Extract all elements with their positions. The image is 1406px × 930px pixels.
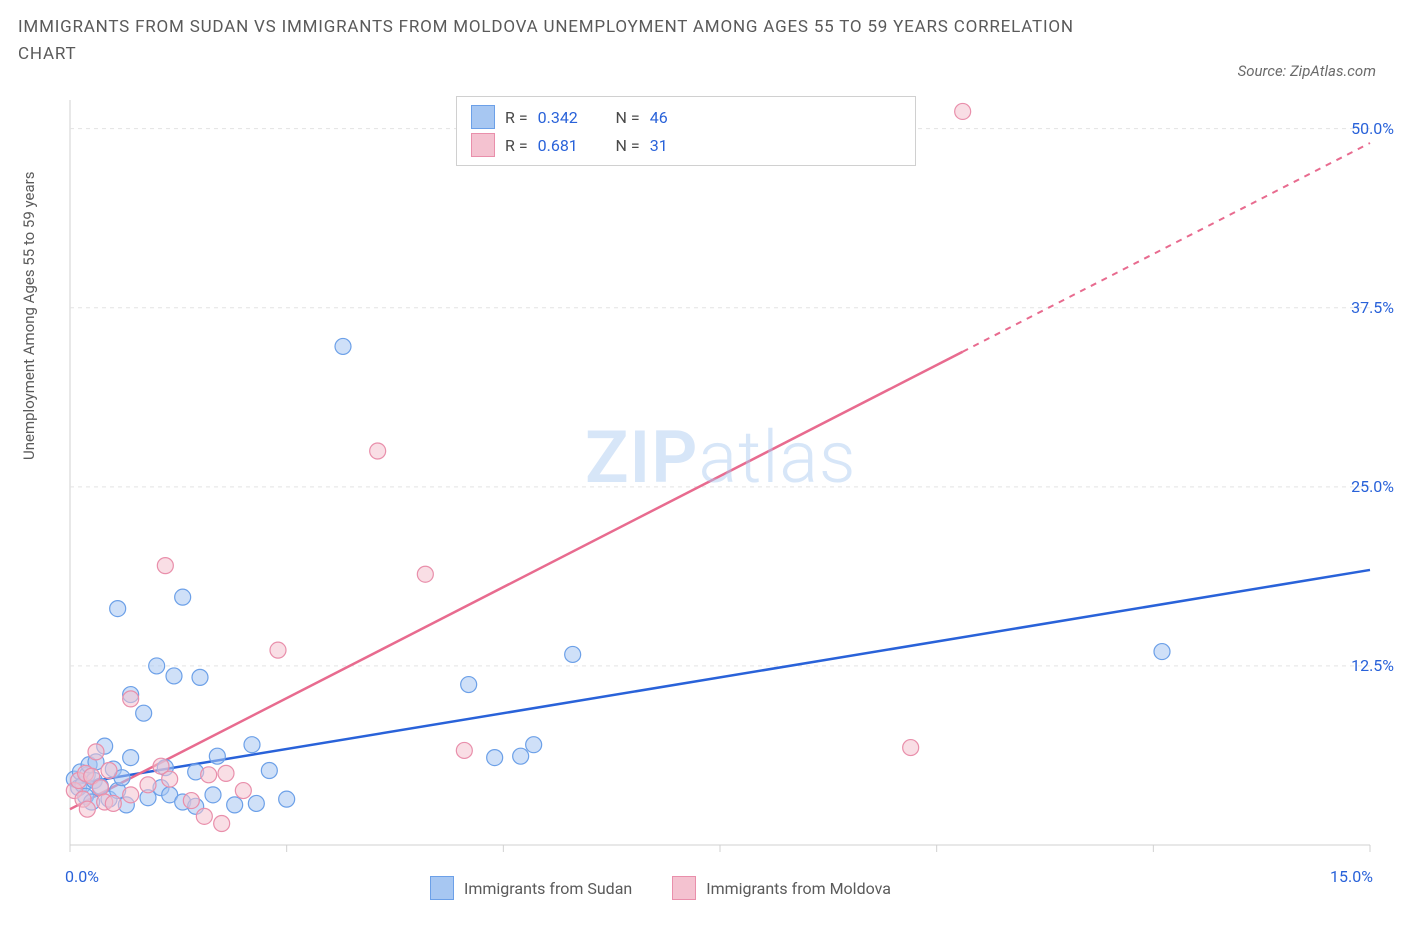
n-label: N =	[608, 136, 640, 155]
chart-title: IMMIGRANTS FROM SUDAN VS IMMIGRANTS FROM…	[18, 14, 1118, 68]
legend-row-sudan: R = 0.342 N = 46	[471, 103, 901, 131]
x-tick-label: 0.0%	[65, 867, 99, 886]
source-attribution: Source: ZipAtlas.com	[1238, 62, 1376, 80]
legend-item-sudan: Immigrants from Sudan	[430, 876, 632, 900]
series-legend: Immigrants from Sudan Immigrants from Mo…	[430, 876, 891, 900]
r-value-sudan: 0.342	[538, 108, 598, 127]
swatch-moldova	[471, 133, 495, 157]
legend-label-sudan: Immigrants from Sudan	[464, 879, 632, 898]
r-value-moldova: 0.681	[538, 136, 598, 155]
n-label: N =	[608, 108, 640, 127]
legend-item-moldova: Immigrants from Moldova	[672, 876, 891, 900]
legend-label-moldova: Immigrants from Moldova	[706, 879, 891, 898]
swatch-sudan	[471, 105, 495, 129]
y-axis-label: Unemployment Among Ages 55 to 59 years	[20, 172, 38, 460]
r-label: R =	[505, 136, 528, 155]
correlation-legend: R = 0.342 N = 46 R = 0.681 N = 31	[456, 96, 916, 166]
y-tick-label: 37.5%	[1351, 298, 1394, 317]
n-value-moldova: 31	[650, 136, 710, 155]
n-value-sudan: 46	[650, 108, 710, 127]
y-tick-label: 12.5%	[1351, 656, 1394, 675]
x-tick-label: 15.0%	[1330, 867, 1373, 886]
y-tick-label: 50.0%	[1351, 119, 1394, 138]
chart-area	[65, 95, 1375, 860]
legend-row-moldova: R = 0.681 N = 31	[471, 131, 901, 159]
scatter-plot	[65, 95, 1375, 860]
swatch-moldova-bottom	[672, 876, 696, 900]
r-label: R =	[505, 108, 528, 127]
y-tick-label: 25.0%	[1351, 477, 1394, 496]
swatch-sudan-bottom	[430, 876, 454, 900]
